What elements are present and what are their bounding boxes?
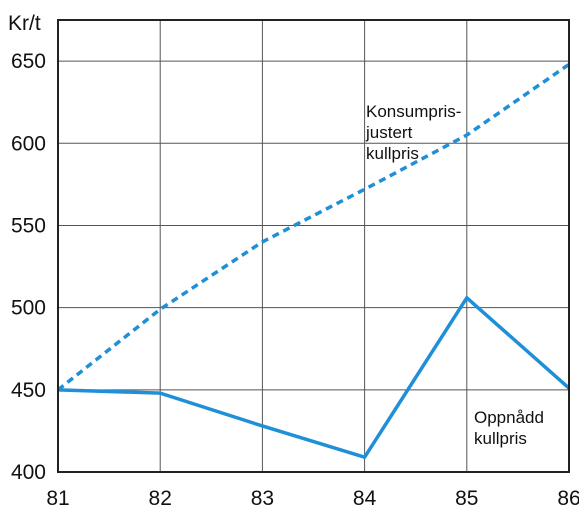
x-tick-label: 86 — [557, 487, 579, 510]
series-line-oppnadd-kullpris — [57, 296, 571, 459]
x-tick-label: 85 — [455, 487, 478, 510]
y-tick-label: 400 — [11, 461, 46, 484]
series-label-line: kullpris — [366, 144, 419, 163]
plot-frame — [57, 19, 570, 473]
series-label-line: Oppnådd — [474, 408, 544, 427]
series-label-konsumpris-justert-kullpris: Konsumpris-justert kullpris — [365, 102, 461, 163]
grid — [57, 20, 570, 473]
y-tick-label: 450 — [11, 379, 46, 402]
y-tick-label: 500 — [11, 297, 46, 320]
series-lines — [56, 62, 571, 459]
y-tick-label: 550 — [11, 214, 46, 237]
series-line-konsumpris-justert-kullpris — [56, 62, 570, 392]
x-tick-labels: 81 82 83 84 85 86 — [46, 487, 579, 510]
series-label-line: kullpris — [474, 429, 527, 448]
series-label-line: justert — [365, 123, 413, 142]
x-tick-label: 82 — [149, 487, 172, 510]
y-tick-label: 650 — [11, 50, 46, 73]
series-label-line: Konsumpris- — [366, 102, 461, 121]
x-tick-label: 83 — [251, 487, 274, 510]
y-tick-label: 600 — [11, 132, 46, 155]
y-tick-labels: 400 450 500 550 600 650 — [11, 50, 46, 484]
x-tick-label: 81 — [46, 487, 69, 510]
x-tick-label: 84 — [353, 487, 377, 510]
series-label-oppnadd-kullpris: Oppnådd kullpris — [474, 408, 544, 448]
y-axis-unit-label: Kr/t — [8, 12, 41, 35]
